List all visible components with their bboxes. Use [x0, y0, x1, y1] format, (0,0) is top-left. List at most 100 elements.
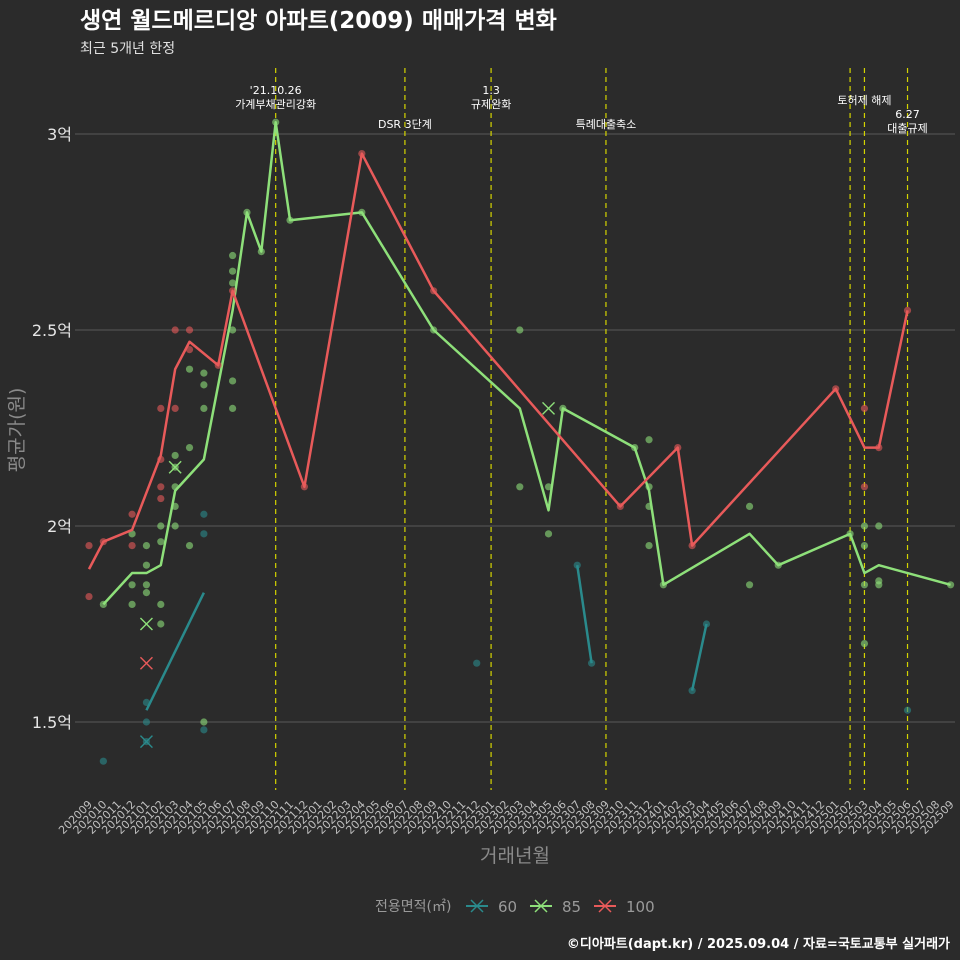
series-85-point: [430, 326, 438, 334]
series-85-point: [257, 248, 265, 256]
series-60-point: [473, 659, 481, 667]
series-85-cross: [139, 617, 153, 631]
series-85-point: [745, 581, 754, 589]
legend-title: 전용면적(㎡): [375, 899, 451, 915]
series-60-point: [99, 757, 107, 765]
series-85-point: [142, 581, 151, 589]
event-label: 1.3: [482, 84, 500, 97]
chart-subtitle: 최근 5개년 한정: [80, 41, 175, 57]
event-label: DSR 3단계: [378, 118, 432, 131]
series-100-point: [157, 483, 165, 491]
series-85-point: [171, 451, 179, 460]
series-100-point: [903, 306, 912, 314]
series-100-point: [674, 444, 682, 452]
series-85-point: [128, 600, 136, 609]
series-60-point: [688, 687, 696, 695]
series-85-point: [631, 444, 639, 452]
series-85-point: [200, 718, 208, 726]
series-85-point: [157, 522, 165, 530]
legend-label-85: 85: [562, 898, 581, 916]
series-85-point: [185, 542, 194, 550]
series-60-point: [142, 698, 151, 707]
series-85-point: [157, 620, 165, 628]
series-100-point: [616, 502, 624, 510]
y-tick-label: 2.5억: [32, 321, 72, 340]
series-85-point: [559, 404, 567, 412]
series-60-point: [142, 718, 151, 726]
event-label: 규제완화: [471, 98, 511, 111]
event-label: 가계부채관리강화: [235, 98, 316, 111]
series-100-point: [85, 542, 93, 550]
series-100-point: [128, 542, 136, 550]
series-85-point: [860, 522, 869, 530]
event-label: 6.27: [895, 108, 920, 121]
series-85-point: [157, 600, 165, 609]
series-85-point: [128, 581, 136, 589]
series-85-point: [860, 640, 869, 648]
series-100-point: [85, 592, 93, 601]
legend-cross: [470, 899, 484, 913]
series-85-point: [516, 326, 524, 334]
caption: ©디아파트(dapt.kr) / 2025.09.04 / 자료=국토교통부 실…: [567, 936, 950, 952]
grid-lines: [75, 133, 955, 723]
series-85-point: [185, 444, 194, 452]
x-axis-title: 거래년월: [480, 845, 550, 867]
series-85-point: [645, 436, 653, 444]
series-85-point: [142, 589, 151, 597]
y-tick-label: 2억: [47, 517, 72, 536]
event-label: 대출규제: [887, 122, 927, 135]
series-100-point: [214, 361, 222, 369]
series-85-cross: [168, 460, 182, 474]
series-60-point: [702, 620, 711, 628]
series-85-point: [142, 561, 151, 569]
series-60-point: [573, 561, 581, 569]
series-100-point: [157, 494, 165, 503]
series-85-point: [99, 600, 107, 609]
series-60-line: [576, 565, 593, 664]
series-85-point: [272, 118, 280, 126]
series-85-point: [645, 502, 653, 510]
series-100-point: [185, 346, 194, 354]
series-85-point: [171, 502, 179, 510]
series-85-line: [102, 120, 951, 606]
series-100-point: [185, 326, 194, 334]
legend-label-60: 60: [498, 898, 517, 916]
chart-title: 생연 월드메르디앙 아파트(2009) 매매가격 변화: [80, 8, 557, 34]
series-85-point: [229, 279, 237, 287]
axis-ticks: 1.5억2억2.5억3억2020092020102020112020122021…: [32, 125, 957, 837]
series-60-line: [690, 623, 708, 691]
series-85-point: [544, 483, 553, 491]
series-60-point: [588, 659, 596, 667]
series-85-point: [200, 404, 208, 412]
series-85-point: [544, 530, 553, 538]
series-100-point: [860, 404, 869, 412]
series-85-point: [286, 216, 294, 224]
legend-cross: [534, 899, 548, 913]
series-85-point: [229, 377, 237, 385]
legend: 전용면적(㎡) 60 85 100: [375, 898, 655, 916]
series-85-point: [358, 208, 366, 216]
series-100-point: [300, 483, 308, 491]
y-axis-title: 평균가(원): [6, 388, 28, 473]
series-85-point: [846, 530, 854, 538]
series-100-point: [229, 287, 237, 295]
series-85-point: [229, 251, 237, 260]
series-85-point: [947, 581, 955, 589]
series-layer: [85, 118, 955, 765]
series-60-point: [200, 726, 208, 734]
series-85-point: [157, 538, 165, 546]
series-100-point: [157, 404, 165, 412]
series-85-point: [745, 502, 754, 510]
series-100-point: [157, 455, 165, 463]
series-85-point: [860, 542, 869, 550]
event-label: 특례대출축소: [576, 118, 637, 131]
y-tick-label: 3억: [47, 125, 72, 144]
series-60-point: [200, 510, 208, 518]
series-85-point: [128, 530, 136, 538]
event-label: 토허제 해제: [837, 93, 891, 107]
series-60-cross: [139, 735, 153, 749]
series-85-point: [875, 522, 883, 530]
series-100-point: [688, 542, 696, 550]
